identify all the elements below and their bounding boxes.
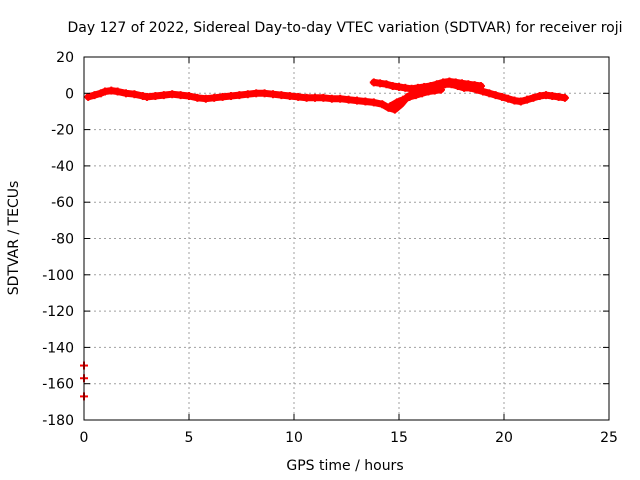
data-point [218, 92, 227, 101]
data-point [344, 95, 353, 104]
data-point [336, 94, 345, 103]
x-tick-label: 15 [390, 430, 408, 446]
data-point [159, 91, 168, 100]
x-tick-label: 20 [495, 430, 513, 446]
data-point [560, 93, 569, 102]
data-point [151, 92, 160, 101]
data-point [143, 92, 151, 101]
grid-lines [84, 57, 609, 420]
y-tick-label: -120 [42, 304, 74, 320]
axis-ticks: 20 0 -20 -40 -60 -80 -100 -120 -140 -160 -180 0 5 10 1… [42, 50, 618, 446]
y-tick-label: -60 [51, 195, 74, 211]
data-point [353, 96, 361, 105]
data-point [382, 80, 391, 89]
data-point [210, 93, 219, 102]
data-point [491, 91, 500, 100]
y-tick-label: -160 [42, 377, 74, 393]
chart-title: Day 127 of 2022, Sidereal Day-to-day VTE… [67, 20, 622, 36]
y-tick-label: -20 [51, 123, 74, 139]
y-tick-label: -80 [51, 232, 74, 248]
x-axis-label: GPS time / hours [286, 458, 403, 474]
x-tick-label: 10 [285, 430, 303, 446]
data-point [168, 90, 177, 99]
y-tick-label: -100 [42, 268, 74, 284]
x-tick-label: 0 [80, 430, 89, 446]
data-point [529, 93, 538, 102]
data-point [260, 89, 269, 98]
y-tick-label: -40 [51, 159, 74, 175]
x-tick-label: 25 [600, 430, 618, 446]
data-point [378, 100, 387, 109]
data-point [302, 93, 311, 102]
data-point [523, 95, 532, 104]
data-point [176, 91, 185, 100]
data-point [399, 95, 408, 104]
x-tick-label: 5 [185, 430, 194, 446]
data-point [479, 87, 487, 96]
data-point [476, 82, 485, 91]
y-tick-label: 20 [56, 50, 74, 66]
data-point [504, 94, 513, 103]
data-point [437, 85, 445, 94]
data-point [243, 90, 252, 99]
data-point [392, 98, 401, 107]
data-point [516, 97, 525, 106]
y-tick-label: -180 [42, 413, 74, 429]
data-point [96, 89, 105, 98]
data-point [90, 91, 99, 100]
y-tick-label: -140 [42, 340, 74, 356]
y-axis-label: SDTVAR / TECUs [6, 181, 22, 296]
data-point [369, 98, 378, 107]
data-point [122, 89, 130, 98]
data-point [235, 91, 244, 100]
data-point [130, 90, 139, 99]
y-tick-label: 0 [65, 86, 74, 102]
data-point [277, 91, 286, 100]
data-point [193, 93, 202, 102]
data-point [361, 97, 370, 106]
data-point [201, 94, 210, 103]
data-point [227, 92, 235, 101]
data-points [80, 77, 569, 401]
data-point [269, 90, 277, 99]
data-point [185, 92, 193, 101]
data-point [285, 92, 294, 101]
data-point [386, 102, 395, 111]
data-point [405, 92, 414, 101]
data-point [327, 94, 336, 103]
data-point [497, 92, 506, 101]
data-point [319, 93, 328, 102]
data-point [84, 92, 93, 101]
data-point [485, 89, 494, 98]
data-point [294, 92, 303, 101]
data-point [252, 89, 261, 98]
data-point [418, 89, 427, 98]
data-point [411, 91, 420, 100]
data-point [311, 93, 319, 102]
data-point [113, 87, 122, 96]
